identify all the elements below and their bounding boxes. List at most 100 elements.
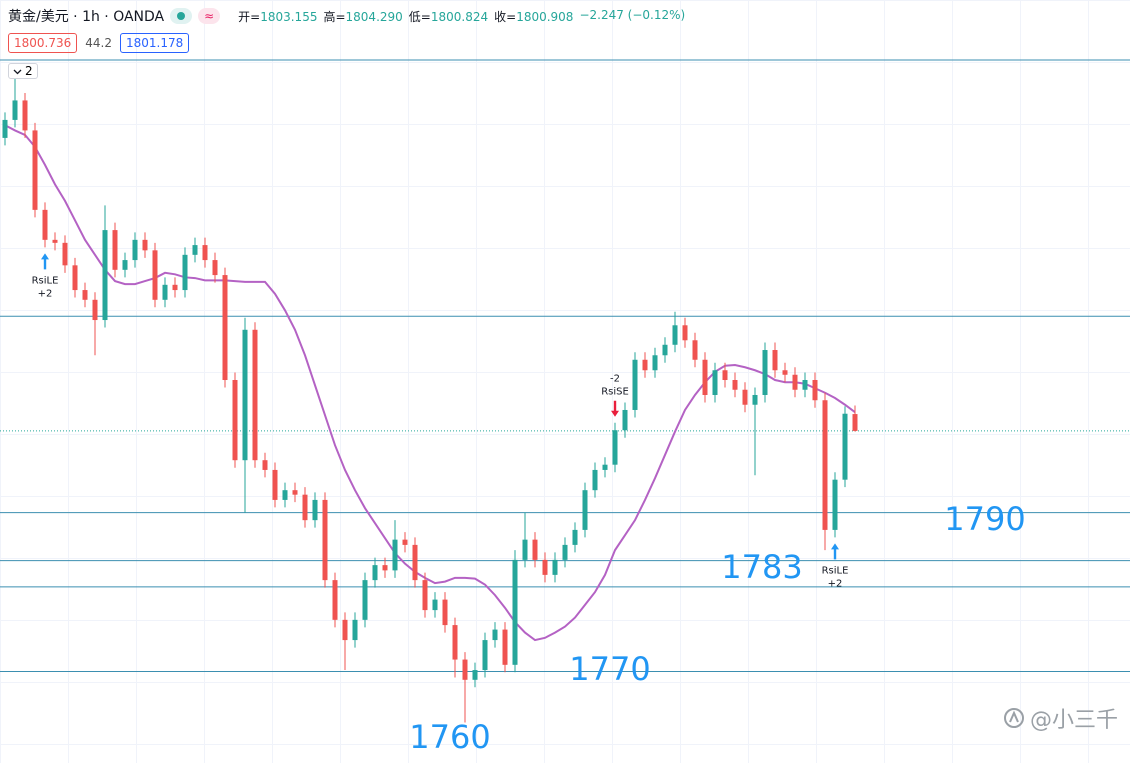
label: 收= — [494, 9, 517, 24]
indicator-toggle[interactable]: 2 — [8, 63, 38, 79]
market-badge[interactable]: ≈ — [198, 8, 221, 24]
candle-body — [352, 619, 358, 641]
quote-row: 1800.736 44.2 1801.178 — [8, 33, 190, 53]
candle-body — [152, 250, 158, 300]
candle-body — [462, 659, 468, 680]
candle-body — [682, 325, 688, 341]
candle-body — [492, 629, 498, 641]
candle-body — [622, 409, 628, 431]
signal-arrow — [831, 543, 839, 560]
candle-body — [412, 544, 418, 581]
candle-body — [512, 559, 518, 665]
candle-body — [242, 329, 248, 461]
candle-body — [82, 290, 88, 300]
candle-body — [802, 380, 808, 390]
candle-body — [502, 629, 508, 665]
signal-qty: +2 — [828, 578, 843, 589]
candle-body — [812, 380, 818, 401]
value: 1803.155 — [260, 9, 318, 24]
label: 低= — [408, 9, 431, 24]
candle-body — [312, 499, 318, 521]
ohlc: 开=1803.155 高=1804.290 低=1800.824 收=1800.… — [238, 8, 685, 25]
candle-body — [292, 490, 298, 495]
candle-body — [402, 539, 408, 545]
candle-body — [482, 640, 488, 671]
candle-body — [672, 325, 678, 345]
ask[interactable]: 1801.178 — [119, 33, 190, 53]
candle-body — [22, 100, 28, 131]
candle-body — [842, 413, 848, 480]
bid[interactable]: 1800.736 — [8, 33, 78, 53]
candle-body — [192, 245, 198, 255]
candle-body — [252, 329, 258, 461]
candle-body — [702, 359, 708, 395]
candle-body — [422, 580, 428, 611]
candle-body — [542, 559, 548, 575]
candle-body — [202, 245, 208, 261]
watermark-icon — [1003, 708, 1024, 728]
candle-body — [182, 254, 188, 291]
candle-body — [392, 539, 398, 571]
candle-body — [662, 344, 668, 356]
value: 1800.908 — [516, 9, 574, 24]
annotation: 1760 — [409, 718, 490, 756]
candle-body — [2, 119, 8, 138]
candle-body — [52, 239, 58, 243]
label: 开= — [238, 9, 261, 24]
annotation: 1790 — [944, 500, 1025, 538]
status-badge[interactable] — [170, 8, 193, 24]
candle-body — [562, 544, 568, 560]
candle-body — [372, 565, 378, 581]
candle-body — [162, 284, 168, 300]
candle-body — [302, 494, 308, 521]
signal-name: RsiLE — [32, 275, 59, 286]
symbol: 黄金/美元 · 1h · OANDA — [8, 9, 165, 25]
candle-body — [572, 529, 578, 545]
candle-body — [592, 469, 598, 491]
candle-body — [832, 479, 838, 530]
candle-body — [712, 370, 718, 395]
candle-body — [362, 580, 368, 620]
candle-body — [62, 242, 68, 266]
label: 高= — [323, 9, 346, 24]
signal-arrow — [611, 400, 619, 417]
candle-body — [452, 625, 458, 660]
watermark: @小三千 — [1002, 702, 1118, 734]
ohlc-open: 开=1803.155 — [238, 8, 317, 25]
change: −2.247 (−0.12%) — [579, 7, 686, 22]
annotation: 1783 — [721, 548, 802, 586]
candle-body — [852, 414, 858, 431]
candle-body — [172, 284, 178, 291]
candle-body — [522, 539, 528, 560]
candle-body — [722, 370, 728, 381]
value: 1800.824 — [430, 9, 489, 24]
candle-body — [102, 230, 108, 321]
candle-body — [42, 209, 48, 240]
candle-body — [122, 260, 128, 270]
ohlc-close: 收=1800.908 — [494, 8, 573, 25]
watermark-text: @小三千 — [1029, 708, 1118, 733]
candle-body — [12, 100, 18, 120]
candle-body — [442, 599, 448, 626]
candle-body — [652, 355, 658, 371]
candle-body — [432, 599, 438, 611]
candle-body — [602, 464, 608, 470]
ohlc-low: 低=1800.824 — [409, 8, 488, 25]
signal-qty: +2 — [38, 288, 53, 299]
candle-body — [642, 359, 648, 371]
candle-body — [762, 350, 768, 395]
candle-body — [792, 374, 798, 390]
ohlc-high: 高=1804.290 — [323, 8, 402, 25]
candle-body — [232, 380, 238, 461]
candle-body — [262, 460, 268, 470]
candle-body — [782, 370, 788, 375]
signal-name: RsiSE — [601, 387, 629, 398]
candle-body — [132, 239, 138, 261]
candle-body — [532, 539, 538, 560]
candle-body — [112, 230, 118, 270]
candle-body — [582, 490, 588, 530]
spread: 44.2 — [85, 36, 112, 50]
chevron — [13, 69, 22, 74]
